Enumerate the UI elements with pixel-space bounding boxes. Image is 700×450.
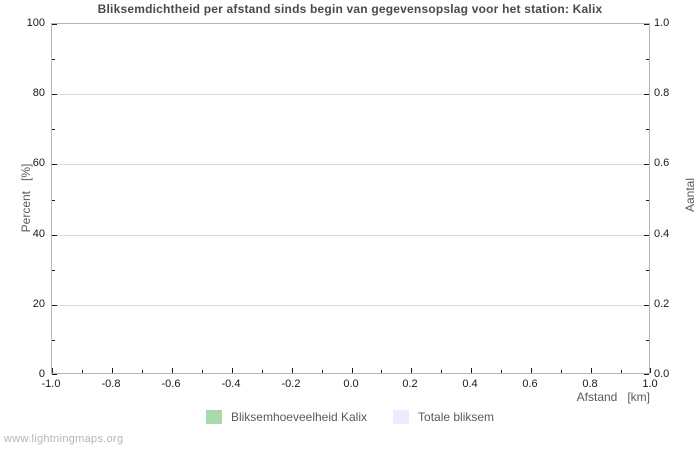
- y-major-tick-left: [52, 24, 57, 25]
- x-axis-label: Afstand [km]: [576, 390, 650, 404]
- y-major-tick-left: [52, 94, 57, 95]
- y-major-tick-right: [644, 24, 649, 25]
- y-minor-tick-left: [52, 129, 55, 130]
- y-major-tick-left: [52, 235, 57, 236]
- y-minor-tick-right: [646, 270, 649, 271]
- gridline: [52, 305, 649, 306]
- x-major-tick: [650, 368, 651, 373]
- x-major-tick: [52, 368, 53, 373]
- y-right-tick-label: 0.6: [654, 157, 670, 169]
- y-major-tick-right: [644, 374, 649, 375]
- y-major-tick-left: [52, 305, 57, 306]
- legend-item: Totale bliksem: [393, 410, 494, 424]
- gridline: [52, 164, 649, 165]
- y-major-tick-right: [644, 305, 649, 306]
- y-axis-label-right: Aantal: [683, 177, 697, 213]
- y-left-tick-label: 40: [32, 228, 45, 240]
- plot-area: [51, 23, 651, 375]
- gridline: [52, 94, 649, 95]
- x-tick-label: -0.8: [101, 378, 121, 390]
- watermark: www.lightningmaps.org: [4, 433, 124, 445]
- x-major-tick: [112, 368, 113, 373]
- y-right-tick-label: 0.8: [654, 87, 670, 99]
- y-major-tick-left: [52, 374, 57, 375]
- y-minor-tick-left: [52, 59, 55, 60]
- x-minor-tick: [142, 370, 143, 373]
- x-minor-tick: [82, 370, 83, 373]
- x-major-tick: [292, 368, 293, 373]
- y-minor-tick-right: [646, 340, 649, 341]
- x-minor-tick: [621, 370, 622, 373]
- x-tick-label: -0.4: [221, 378, 241, 390]
- x-minor-tick: [262, 370, 263, 373]
- y-minor-tick-left: [52, 270, 55, 271]
- x-tick-label: 0.6: [522, 378, 538, 390]
- legend-label: Totale bliksem: [418, 410, 495, 424]
- x-major-tick: [591, 368, 592, 373]
- legend-item: Bliksemhoeveelheid Kalix: [205, 410, 368, 424]
- y-right-tick-label: 0.0: [654, 368, 670, 380]
- x-major-tick: [172, 368, 173, 373]
- y-major-tick-right: [644, 235, 649, 236]
- x-tick-label: 0.2: [402, 378, 418, 390]
- y-major-tick-right: [644, 94, 649, 95]
- legend-swatch: [393, 410, 410, 424]
- y-right-tick-label: 1.0: [654, 17, 670, 29]
- y-axis-label-left: Percent [%]: [19, 163, 33, 233]
- gridline: [52, 235, 649, 236]
- x-major-tick: [352, 368, 353, 373]
- legend-swatch: [205, 410, 222, 424]
- y-left-tick-label: 20: [32, 298, 45, 310]
- y-right-tick-label: 0.4: [654, 228, 670, 240]
- y-minor-tick-right: [646, 129, 649, 130]
- x-tick-label: 0.4: [462, 378, 478, 390]
- y-minor-tick-left: [52, 340, 55, 341]
- y-right-tick-label: 0.2: [654, 298, 670, 310]
- legend-label: Bliksemhoeveelheid Kalix: [230, 410, 368, 424]
- chart-title: Bliksemdichtheid per afstand sinds begin…: [97, 2, 603, 16]
- y-left-tick-label: 100: [26, 17, 45, 29]
- x-tick-label: 0.0: [343, 378, 359, 390]
- x-minor-tick: [561, 370, 562, 373]
- x-minor-tick: [381, 370, 382, 373]
- x-tick-label: 0.8: [582, 378, 598, 390]
- legend: Bliksemhoeveelheid Kalix Totale bliksem: [0, 408, 700, 426]
- y-left-tick-label: 60: [32, 157, 45, 169]
- x-minor-tick: [322, 370, 323, 373]
- x-tick-label: -1.0: [41, 378, 61, 390]
- y-major-tick-left: [52, 164, 57, 165]
- y-left-tick-label: 0: [38, 368, 45, 380]
- y-left-tick-label: 80: [32, 87, 45, 99]
- x-major-tick: [232, 368, 233, 373]
- y-minor-tick-right: [646, 59, 649, 60]
- x-tick-label: 1.0: [642, 378, 658, 390]
- x-tick-label: -0.6: [161, 378, 181, 390]
- x-minor-tick: [202, 370, 203, 373]
- x-tick-label: -0.2: [281, 378, 301, 390]
- y-major-tick-right: [644, 164, 649, 165]
- y-minor-tick-left: [52, 200, 55, 201]
- x-major-tick: [471, 368, 472, 373]
- x-minor-tick: [441, 370, 442, 373]
- x-major-tick: [411, 368, 412, 373]
- x-minor-tick: [501, 370, 502, 373]
- y-minor-tick-right: [646, 200, 649, 201]
- x-major-tick: [531, 368, 532, 373]
